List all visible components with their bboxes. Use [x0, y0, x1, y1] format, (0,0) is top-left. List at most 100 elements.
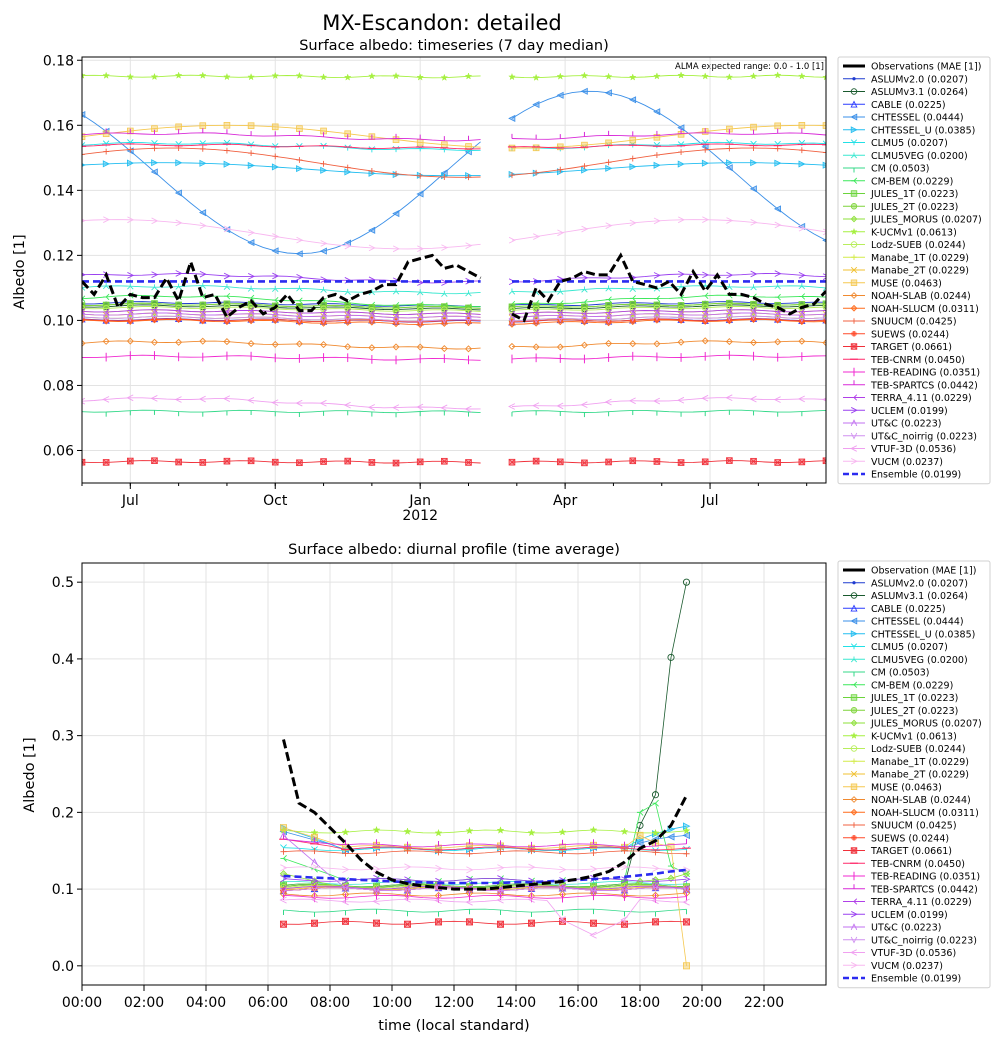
top-legend-entry-ut-c-noirrig-0-0223: UT&C_noirrig (0.0223): [843, 431, 977, 442]
top-series-uclem-0-0199-point: [199, 270, 207, 278]
top-series-ut-c-noirrig-0-0223-point: [798, 315, 806, 323]
top-series-vtuf-3d-0-0536-point: [464, 405, 472, 413]
bottom-series-ut-c-0-0223-point: [372, 886, 381, 894]
bottom-series-k-ucmv1-0-0613-point: [403, 827, 412, 836]
top-series-vtuf-3d-0-0536-point: [749, 395, 757, 403]
bottom-series-k-ucmv1-0-0613-point: [465, 826, 474, 835]
bottom-legend-entry-target-0-0661: TARGET (0.0661): [843, 846, 952, 857]
top-series-uclem-0-0199-point: [247, 273, 255, 280]
bottom-series-vtuf-3d-0-0536-point: [651, 897, 659, 905]
top-legend-entry-teb-cnrm-0-0450: TEB-CNRM (0.0450): [843, 355, 965, 366]
top-legend-entry-jules-2t-0-0223-label: JULES_2T (0.0223): [870, 202, 958, 213]
top-series-snuucm-0-0425-point: [151, 145, 158, 152]
top-series-jules-2t-0-0223-point: [102, 301, 110, 309]
top-legend-entry-muse-0-0463-marker: [850, 279, 858, 286]
bottom-series-vtuf-3d-0-0536-point: [682, 898, 690, 906]
top-series-noah-slab-0-0244-point: [508, 342, 516, 350]
top-x-tick-label: 2012: [402, 508, 438, 524]
top-series-cm-bem-0-0229-point: [248, 294, 255, 302]
top-series-noah-slab-0-0244-point: [749, 339, 758, 347]
top-series-muse-0-0463-point: [581, 141, 588, 149]
top-series-muse-0-0463-line: [512, 124, 826, 149]
top-series-cm-bem-0-0229-point: [224, 292, 231, 300]
top-legend-entry-suews-0-0244-marker: [851, 330, 857, 337]
top-series-k-ucmv1-0-0613: [82, 71, 826, 81]
top-series-chtessel-0-0444-point: [556, 91, 564, 99]
bottom-legend-entry-ut-c-0-0223: UT&C (0.0223): [843, 923, 941, 934]
bottom-series-ut-c-noirrig-0-0223-point: [372, 886, 381, 895]
top-series-jules-2t-0-0223-point: [199, 301, 207, 309]
top-series-k-ucmv1-0-0613-point: [223, 72, 231, 81]
top-legend-entry-lodz-sueb-0-0244-marker: [850, 241, 858, 248]
top-series-muse-0-0463-line: [82, 124, 481, 148]
bottom-legend-entry-ut-c-noirrig-0-0223-label: UT&C_noirrig (0.0223): [871, 935, 977, 946]
top-series-k-ucmv1-0-0613-point: [392, 71, 400, 80]
bottom-legend-entry-cable-0-0225-marker: [850, 604, 858, 612]
top-legend-entry-manabe-1t-0-0229-label: Manabe_1T (0.0229): [871, 253, 969, 264]
bottom-legend-entry-chtessel-0-0444: CHTESSEL (0.0444): [843, 617, 964, 628]
top-series-chtessel-0-0444-point: [295, 250, 303, 258]
top-series-cm-bem-0-0229-point: [798, 293, 806, 300]
top-series-chtessel-u-0-0385-point: [677, 160, 685, 168]
top-series-ut-c-noirrig-0-0223-point: [127, 314, 134, 322]
top-legend-entry-aslumv2-0-0-0207: ASLUMv2.0 (0.0207): [843, 74, 968, 85]
top-legend-entry-clmu5veg-0-0200-label: CLMU5VEG (0.0200): [871, 151, 968, 162]
top-y-tick-label: 0.08: [43, 378, 74, 394]
top-y-tick-label: 0.18: [43, 53, 74, 69]
bottom-series-ut-c-noirrig-0-0223-point: [341, 884, 350, 892]
top-series-uclem-0-0199-point: [272, 272, 280, 280]
top-series-ut-c-0-0223-point: [750, 309, 757, 317]
top-series-vucm-0-0237-point: [533, 233, 541, 240]
bottom-series-vtuf-3d-0-0536-point: [310, 895, 318, 903]
top-series-target-0-0661-line: [511, 460, 826, 464]
bottom-legend-entry-snuucm-0-0425: SNUUCM (0.0425): [843, 821, 957, 832]
top-series-chtessel-0-0444-point: [392, 209, 400, 218]
top-series-aslumv3-1-0-0264-line: [82, 304, 481, 311]
top-series-vtuf-3d-0-0536-point: [126, 394, 134, 402]
top-series-noah-slab-0-0244-point: [150, 338, 159, 346]
top-series-vucm-0-0237-point: [441, 244, 449, 251]
top-legend-entry-ensemble-0-0199-label: Ensemble (0.0199): [871, 470, 961, 481]
bottom-legend-entry-aslumv3-1-0-0264: ASLUMv3.1 (0.0264): [843, 591, 968, 602]
top-series-chtessel-0-0444-point: [749, 185, 757, 193]
bottom-series-vtuf-3d-0-0536-point: [620, 916, 628, 924]
bottom-y-tick-label: 0.1: [52, 882, 74, 898]
top-legend-entry-manabe-2t-0-0229-marker: [850, 266, 858, 274]
top-legend-entry-k-ucmv1-0-0613: K-UCMv1 (0.0613): [843, 227, 957, 238]
top-series-teb-spartcs-0-0442-line: [82, 132, 481, 142]
bottom-legend-entry-jules-2t-0-0223-label: JULES_2T (0.0223): [870, 706, 958, 717]
top-series-uclem-0-0199-point: [581, 274, 589, 282]
top-series-vtuf-3d-0-0536-point: [701, 394, 709, 402]
bottom-legend-entry-noah-slucm-0-0311-label: NOAH-SLUCM (0.0311): [871, 808, 979, 819]
top-series-k-ucmv1-0-0613-point: [440, 73, 449, 81]
bottom-series-vucm-0-0237-point: [621, 863, 629, 871]
bottom-legend-entry-clmu5veg-0-0200: CLMU5VEG (0.0200): [843, 655, 968, 666]
top-legend-entry-jules-1t-0-0223-label: JULES_1T (0.0223): [870, 189, 958, 200]
top-series-k-ucmv1-0-0613-point: [580, 71, 589, 79]
top-series-target-0-0661-point: [532, 457, 540, 465]
top-series-ut-c-noirrig-0-0223-point: [508, 317, 516, 325]
bottom-legend-entry-jules-2t-0-0223-marker: [850, 707, 858, 714]
bottom-series-vucm-0-0237-point: [683, 866, 691, 874]
top-series-k-ucmv1-0-0613-line: [511, 74, 826, 79]
top-series-uclem-0-0199-point: [103, 271, 111, 278]
bottom-legend-entry-k-ucmv1-0-0613-label: K-UCMv1 (0.0613): [871, 731, 957, 742]
top-series-noah-slab-0-0244-point: [344, 343, 352, 351]
top-series-target-0-0661-point: [581, 459, 588, 467]
top-series-clmu5veg-0-0200-point: [508, 288, 516, 295]
top-series-noah-slab-0-0244-point: [82, 339, 86, 347]
top-series-ut-c-noirrig-0-0223-point: [726, 314, 733, 322]
bottom-series-ut-c-0-0223-point: [620, 885, 629, 894]
top-legend-entry-jules-2t-0-0223-marker: [850, 203, 858, 210]
top-series-snuucm-0-0425-point: [296, 157, 303, 163]
bottom-series-vtuf-3d-0-0536: [279, 895, 690, 939]
top-series-snuucm-0-0425-point: [417, 172, 424, 179]
bottom-series-ut-c-0-0223-point: [558, 883, 567, 892]
top-series-chtessel-u-0-0385-point: [102, 160, 110, 168]
top-series-snuucm-0-0425-point: [654, 152, 660, 158]
bottom-legend-entry-uclem-0-0199-marker: [850, 911, 858, 918]
top-series-noah-slab-0-0244-line: [82, 340, 481, 350]
top-series-snuucm-0-0425-point: [509, 172, 515, 179]
top-series-clmu5veg-0-0200-point: [581, 286, 588, 293]
bottom-series-vucm-0-0237-line: [283, 866, 687, 871]
